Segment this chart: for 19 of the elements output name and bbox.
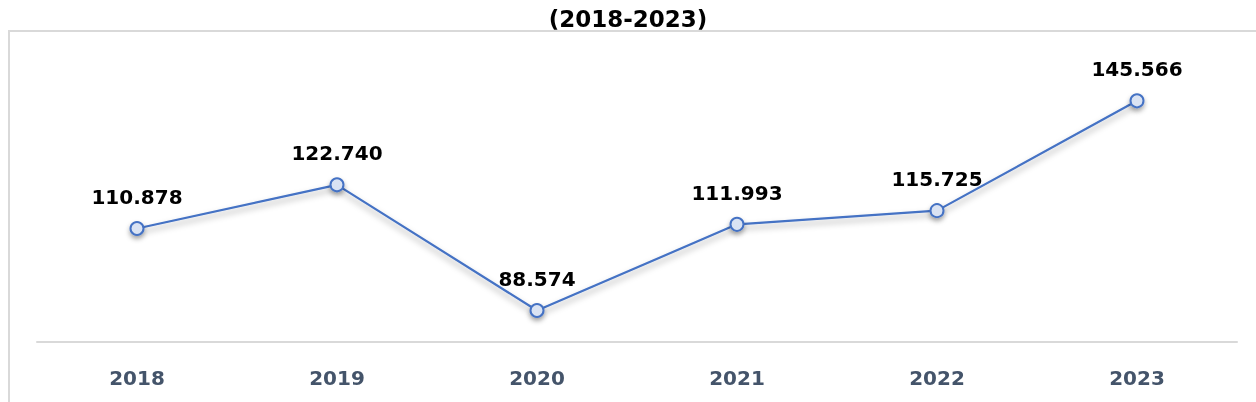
x-tick-label: 2018	[109, 366, 165, 390]
data-label: 115.725	[891, 167, 983, 192]
data-label: 88.574	[498, 267, 576, 292]
chart-title: (2018-2023)	[548, 5, 708, 32]
point	[1129, 93, 1145, 109]
point	[929, 203, 945, 219]
data-label: 110.878	[91, 184, 183, 209]
x-tick-label: 2023	[1109, 366, 1165, 390]
point	[529, 303, 545, 319]
x-tick-label: 2022	[909, 366, 965, 390]
x-tick-label: 2021	[709, 366, 765, 390]
data-label: 122.740	[291, 141, 383, 166]
data-label: 145.566	[1091, 57, 1183, 82]
point	[129, 220, 145, 236]
x-tick-label: 2019	[309, 366, 365, 390]
point	[729, 216, 745, 232]
point	[329, 177, 345, 193]
data-label: 111.993	[691, 180, 783, 205]
x-tick-label: 2020	[509, 366, 565, 390]
